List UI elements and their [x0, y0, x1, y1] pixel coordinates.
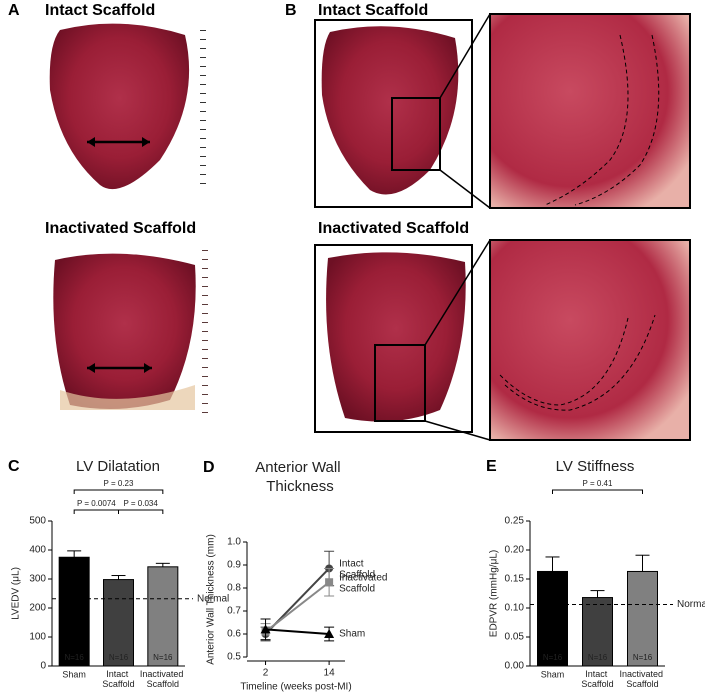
point	[325, 578, 334, 587]
y-tick-label: 0.15	[505, 574, 525, 585]
n-label: N=16	[64, 653, 84, 662]
reference-label: Normal	[677, 599, 705, 610]
bar	[537, 570, 568, 667]
photo	[42, 245, 208, 415]
bar	[627, 570, 658, 667]
y-tick-label: 0.05	[505, 632, 525, 643]
series-label: Intact Scaffold	[339, 558, 375, 580]
y-axis-label: LVEDV (μL)	[11, 567, 22, 620]
panel-title: Intact Scaffold	[45, 2, 155, 19]
panel-title: Inactivated Scaffold	[318, 220, 469, 237]
series-line	[265, 628, 330, 635]
x-axis-label: Timeline (weeks post-MI)	[240, 682, 351, 693]
photo	[42, 20, 206, 192]
bar	[147, 566, 179, 667]
y-tick-label: 0	[40, 661, 46, 672]
bar	[103, 579, 134, 667]
x-tick-label: Intact Scaffold	[102, 669, 134, 689]
chart-title: Anterior Wall Thickness	[255, 459, 344, 495]
n-label: N=16	[109, 653, 129, 662]
panel-letter: C	[8, 458, 20, 475]
panel-letter: E	[486, 458, 497, 475]
y-tick-label: 400	[29, 545, 46, 556]
panel-letter: B	[285, 2, 297, 19]
x-tick-label: Inactivated Scaffold	[140, 669, 186, 689]
y-tick-label: 100	[29, 632, 46, 643]
series-label: Inactivated Scaffold	[339, 572, 390, 594]
y-tick-label: 0.5	[227, 652, 241, 663]
y-tick-label: 300	[29, 574, 46, 585]
x-tick-label: Inactivated Scaffold	[619, 669, 665, 689]
x-tick-label: Sham	[541, 669, 565, 679]
y-tick-label: 0.9	[227, 560, 241, 571]
reference-label: Normal	[197, 593, 229, 604]
significance-bracket	[118, 509, 164, 514]
y-axis-label: EDPVR (mmHg/μL)	[489, 550, 500, 637]
y-tick-label: 0.8	[227, 583, 241, 594]
x-tick-label: 2	[263, 668, 269, 679]
y-tick-label: 0.10	[505, 603, 525, 614]
x-tick-label: Intact Scaffold	[581, 669, 613, 689]
y-tick-label: 0.00	[505, 661, 525, 672]
bar	[582, 597, 613, 667]
series-line	[264, 581, 330, 633]
point	[324, 629, 335, 638]
panel-title: Intact Scaffold	[318, 2, 428, 19]
p-value: P = 0.23	[104, 479, 134, 488]
significance-bracket	[73, 489, 164, 494]
y-axis-label: Anterior Wall Thickness (mm)	[206, 534, 217, 665]
bar	[58, 556, 90, 667]
y-tick-label: 1.0	[227, 537, 241, 548]
y-tick-label: 0.7	[227, 606, 241, 617]
panel-letter: A	[8, 2, 20, 19]
n-label: N=16	[153, 653, 173, 662]
p-value: P = 0.034	[124, 499, 159, 508]
n-label: N=16	[588, 653, 608, 662]
y-tick-label: 500	[29, 516, 46, 527]
photo	[314, 239, 691, 441]
panel-title: Inactivated Scaffold	[45, 220, 196, 237]
significance-bracket	[73, 509, 119, 514]
p-value: P = 0.41	[583, 479, 613, 488]
x-tick-label: Sham	[62, 669, 86, 679]
y-tick-label: 0.6	[227, 629, 241, 640]
chart-title: LV Stiffness	[556, 458, 635, 475]
chart-title: LV Dilatation	[76, 458, 160, 475]
panel-letter: D	[203, 459, 215, 476]
p-value: P = 0.0074	[77, 499, 116, 508]
x-tick-label: 14	[324, 668, 336, 679]
n-label: N=16	[633, 653, 653, 662]
photo	[314, 13, 691, 209]
y-tick-label: 200	[29, 603, 46, 614]
series-label: Sham	[339, 629, 365, 640]
y-tick-label: 0.25	[505, 516, 525, 527]
y-tick-label: 0.20	[505, 545, 525, 556]
n-label: N=16	[543, 653, 563, 662]
significance-bracket	[552, 489, 643, 494]
point	[260, 624, 271, 634]
